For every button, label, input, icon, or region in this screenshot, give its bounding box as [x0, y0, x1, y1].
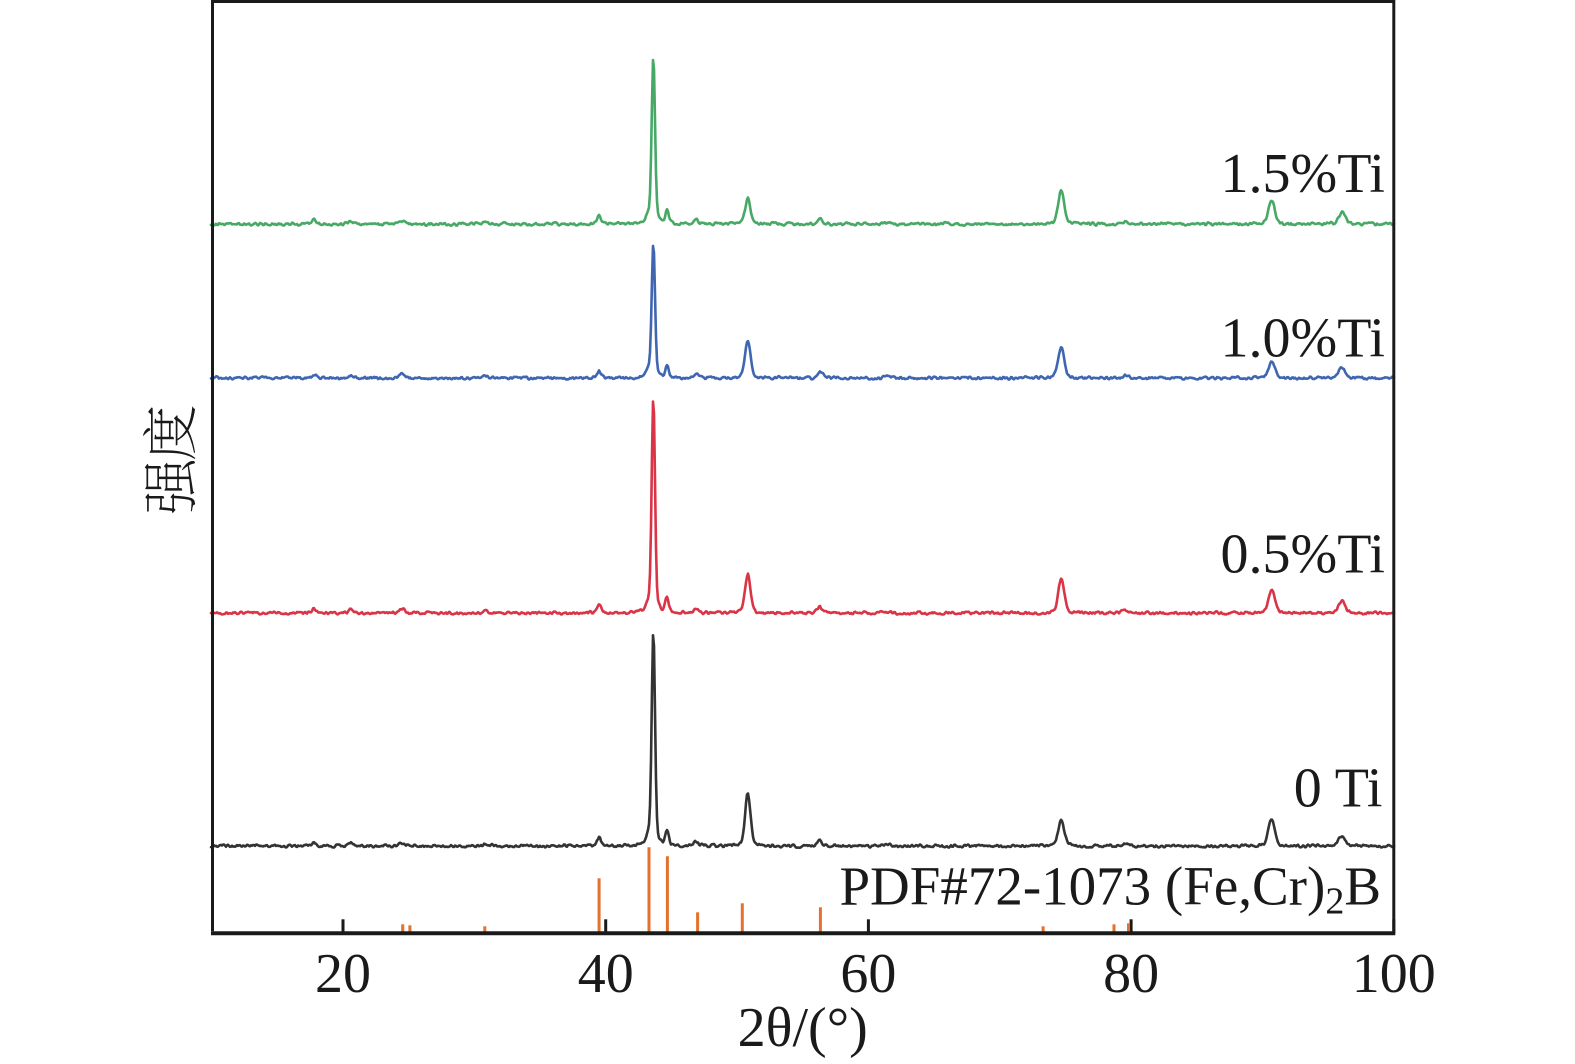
svg-text:1.5%Ti: 1.5%Ti — [1221, 143, 1385, 205]
svg-text:1.0%Ti: 1.0%Ti — [1221, 308, 1385, 370]
svg-text:2θ/(°): 2θ/(°) — [738, 997, 868, 1059]
svg-text:PDF#72-1073 (Fe,Cr)2B: PDF#72-1073 (Fe,Cr)2B — [839, 856, 1381, 923]
svg-text:0.5%Ti: 0.5%Ti — [1221, 523, 1385, 585]
svg-text:20: 20 — [315, 943, 371, 1005]
svg-text:60: 60 — [840, 943, 896, 1005]
svg-text:40: 40 — [578, 943, 634, 1005]
svg-text:80: 80 — [1103, 943, 1159, 1005]
svg-text:100: 100 — [1352, 943, 1436, 1005]
svg-text:0 Ti: 0 Ti — [1294, 758, 1383, 820]
